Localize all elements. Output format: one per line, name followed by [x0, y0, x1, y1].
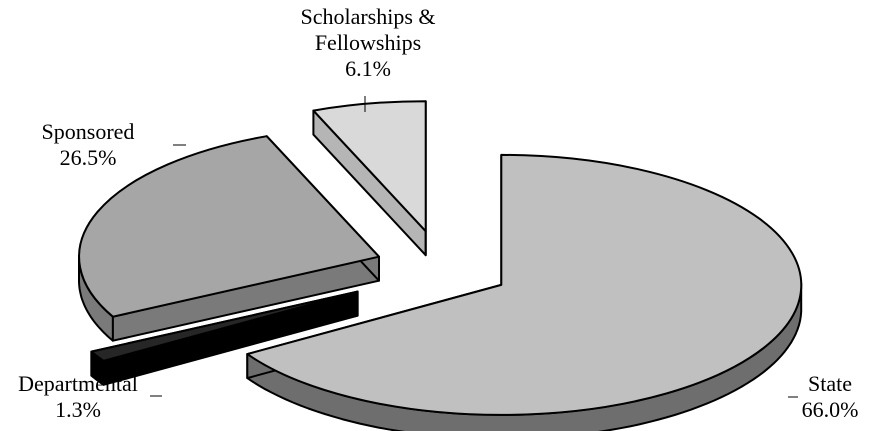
slice-label-departmental: Departmental 1.3% [6, 371, 150, 423]
slice-label-name: Sponsored [41, 119, 135, 144]
slice-label-line2: Fellowships [314, 30, 422, 55]
pie-slice-departmental [90, 290, 359, 362]
slice-label-name: Departmental [18, 371, 138, 396]
pie-slice-state [246, 153, 803, 416]
slice-label-state: State 66.0% [792, 371, 868, 423]
slice-label-value: 1.3% [55, 397, 101, 422]
slice-label-value: 26.5% [59, 145, 117, 170]
slice-label-value: 66.0% [801, 397, 859, 422]
slice-label-sponsored: Sponsored 26.5% [8, 119, 168, 171]
slice-label-line1: Scholarships & [300, 4, 436, 29]
slice-label-name: State [808, 371, 852, 396]
slice-label-scholarships: Scholarships & Fellowships 6.1% [268, 4, 468, 82]
pie-slice-sponsored [78, 135, 380, 318]
pie-slice-scholarships-and-fellowships [312, 100, 427, 233]
slice-label-value: 6.1% [345, 56, 391, 81]
